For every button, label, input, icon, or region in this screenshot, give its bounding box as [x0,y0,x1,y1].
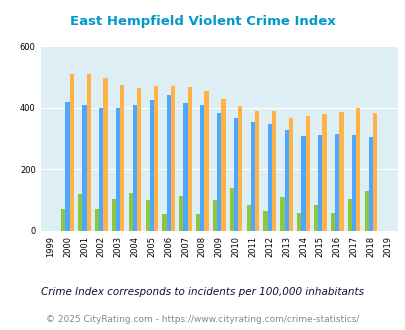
Bar [347,199,351,231]
Bar [372,113,376,231]
Bar [296,213,301,231]
Bar [238,106,242,231]
Bar [153,86,158,231]
Bar [263,211,267,231]
Bar [86,74,90,231]
Bar [116,109,120,231]
Bar [351,135,355,231]
Bar [318,135,322,231]
Bar [305,116,309,231]
Bar [229,188,233,231]
Bar [313,205,318,231]
Bar [145,200,149,231]
Bar [128,192,132,231]
Bar [364,191,368,231]
Bar [162,214,166,231]
Bar [217,113,221,231]
Bar [179,196,183,231]
Bar [61,210,65,231]
Bar [149,100,153,231]
Bar [254,111,259,231]
Bar [250,122,254,231]
Bar [183,103,187,231]
Bar [279,197,284,231]
Bar [70,74,74,231]
Bar [204,91,208,231]
Bar [322,114,326,231]
Bar [111,199,116,231]
Bar [171,85,175,231]
Bar [137,88,141,231]
Text: © 2025 CityRating.com - https://www.cityrating.com/crime-statistics/: © 2025 CityRating.com - https://www.city… [46,315,359,324]
Bar [246,205,250,231]
Text: East Hempfield Violent Crime Index: East Hempfield Violent Crime Index [70,15,335,28]
Bar [301,136,305,231]
Bar [212,200,217,231]
Bar [187,87,192,231]
Bar [284,130,288,231]
Bar [196,214,200,231]
Bar [99,108,103,231]
Bar [334,134,339,231]
Bar [368,137,372,231]
Bar [288,118,292,231]
Bar [82,105,86,231]
Bar [233,118,238,231]
Bar [339,112,343,231]
Bar [103,78,107,231]
Bar [330,213,334,231]
Text: Crime Index corresponds to incidents per 100,000 inhabitants: Crime Index corresponds to incidents per… [41,287,364,297]
Bar [166,95,171,231]
Bar [132,105,137,231]
Bar [355,108,360,231]
Bar [200,105,204,231]
Bar [120,85,124,231]
Bar [95,210,99,231]
Bar [271,111,275,231]
Bar [267,124,271,231]
Bar [221,99,225,231]
Bar [65,102,70,231]
Bar [78,194,82,231]
